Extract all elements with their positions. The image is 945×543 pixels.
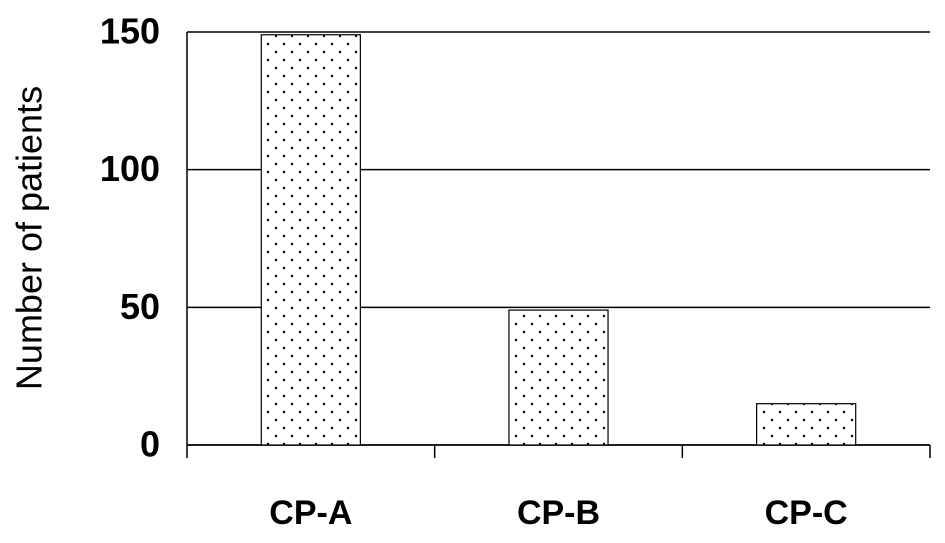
bar: [756, 403, 857, 446]
y-tick-label: 50: [120, 286, 160, 327]
bar: [260, 34, 361, 446]
x-tick-label: CP-A: [269, 494, 352, 532]
y-tick-label: 0: [140, 424, 160, 465]
bar: [508, 309, 609, 446]
y-tick-label: 150: [100, 11, 160, 52]
y-tick-label: 100: [100, 148, 160, 189]
x-tick-label: CP-C: [765, 494, 848, 532]
x-tick-label: CP-B: [517, 494, 600, 532]
y-axis-title: Number of patients: [9, 86, 50, 390]
